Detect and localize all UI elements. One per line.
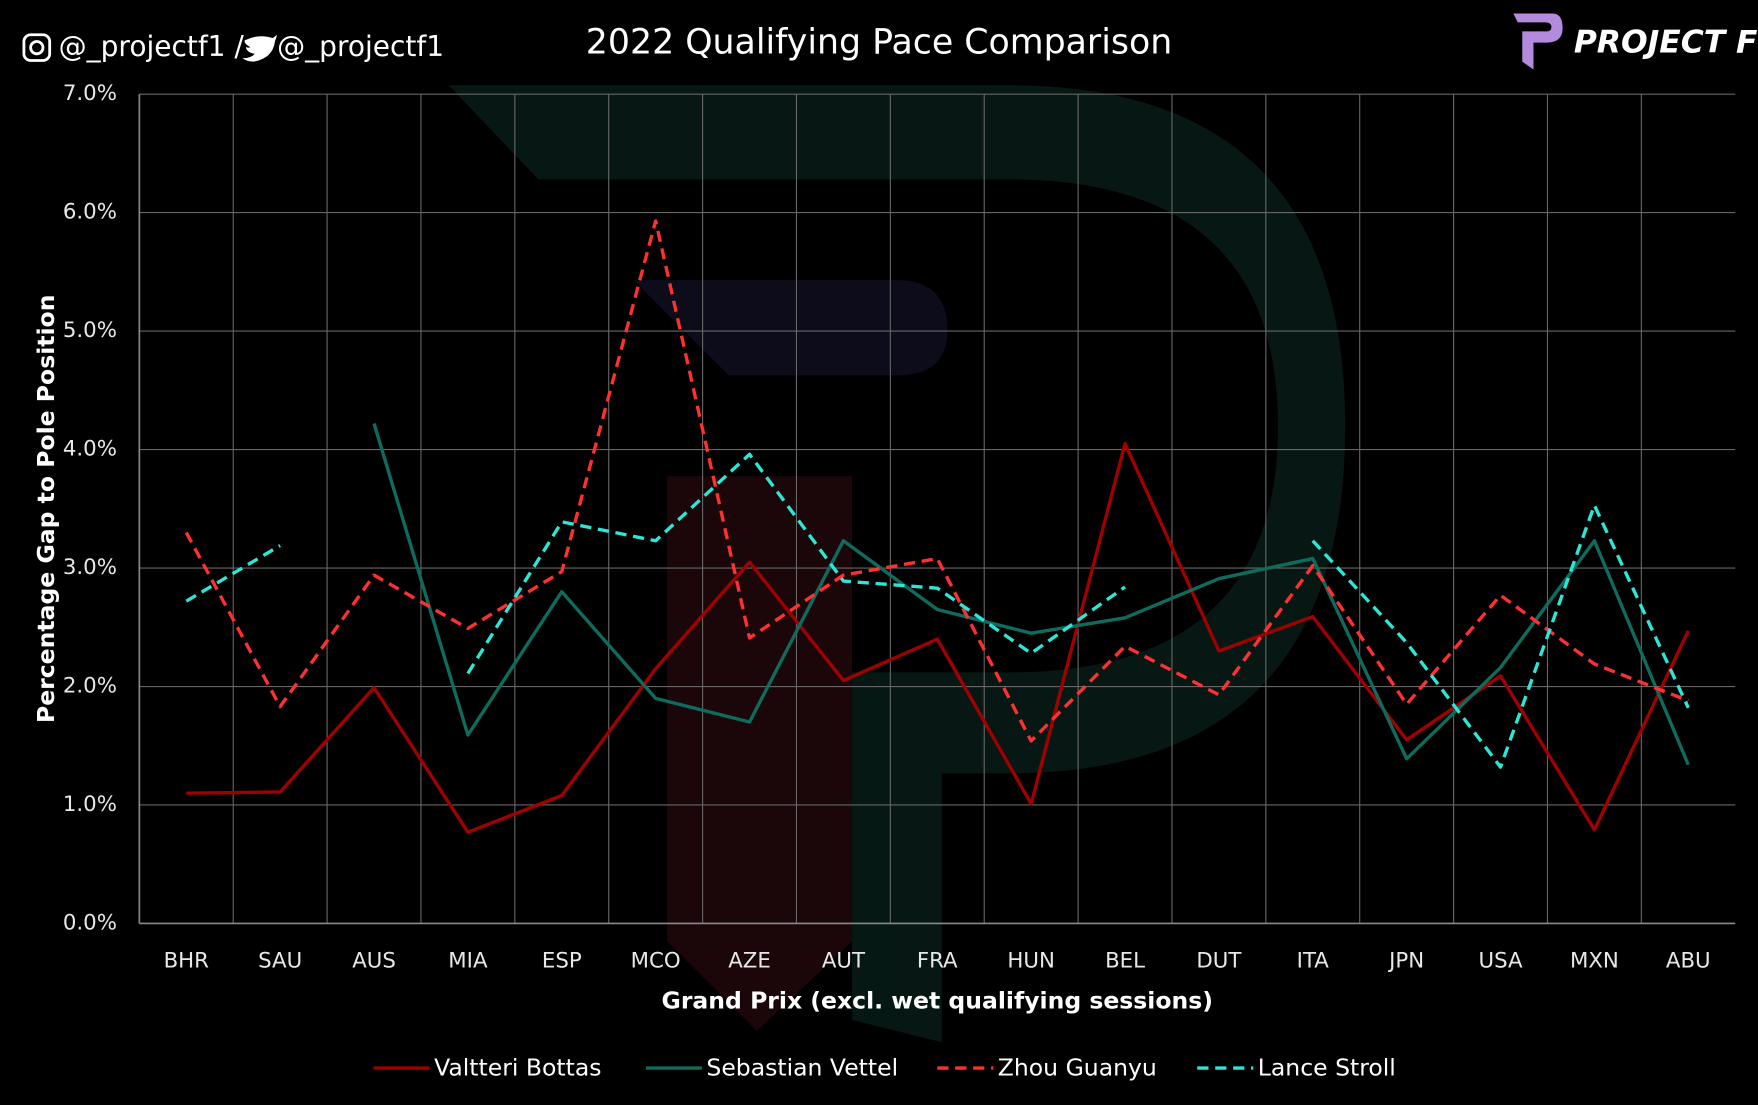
instagram-icon-lens — [29, 40, 45, 56]
x-tick-label: USA — [1478, 949, 1522, 974]
legend-label: Lance Stroll — [1258, 1054, 1396, 1082]
twitter-icon — [242, 34, 278, 62]
x-tick-label: ITA — [1297, 949, 1330, 974]
x-tick-label: MCO — [631, 949, 681, 974]
x-tick-label: MIA — [448, 949, 488, 974]
legend-label: Valtteri Bottas — [434, 1054, 601, 1082]
y-tick-label: 1.0% — [63, 792, 117, 817]
x-tick-label: HUN — [1007, 949, 1055, 974]
legend-label: Zhou Guanyu — [998, 1054, 1157, 1082]
y-tick-label: 7.0% — [63, 81, 117, 106]
instagram-icon — [22, 33, 52, 62]
x-tick-label: DUT — [1196, 949, 1242, 974]
x-tick-label: ABU — [1666, 949, 1711, 974]
y-tick-label: 0.0% — [63, 910, 117, 935]
x-tick-label: JPN — [1387, 949, 1424, 974]
twitter-handle: @_projectf1 — [277, 30, 444, 63]
legend-label: Sebastian Vettel — [706, 1054, 898, 1082]
x-tick-label: AUT — [822, 949, 866, 974]
y-tick-label: 5.0% — [63, 318, 117, 343]
x-tick-label: FRA — [917, 949, 958, 974]
chart-title: 2022 Qualifying Pace Comparison — [586, 23, 1172, 63]
brand-name: PROJECT F1 — [1574, 25, 1758, 61]
x-tick-label: SAU — [258, 949, 302, 974]
brand-logo — [1513, 13, 1563, 70]
series-line — [185, 452, 1690, 769]
y-axis-label: Percentage Gap to Pole Position — [32, 295, 60, 724]
instagram-handle: @_projectf1 / — [59, 30, 245, 63]
x-tick-label: AUS — [352, 949, 396, 974]
x-axis-label: Grand Prix (excl. wet qualifying session… — [662, 986, 1213, 1014]
brand-mark — [1513, 13, 1563, 70]
x-tick-label: BHR — [164, 949, 210, 974]
series-line — [372, 423, 1690, 766]
series-line — [184, 219, 1689, 743]
x-tick-label: MXN — [1570, 949, 1619, 974]
social-icons — [22, 33, 278, 62]
x-tick-label: BEL — [1105, 949, 1145, 974]
y-tick-label: 6.0% — [63, 200, 117, 225]
y-tick-label: 2.0% — [63, 674, 117, 699]
y-tick-label: 4.0% — [63, 437, 117, 462]
y-tick-label: 3.0% — [63, 555, 117, 580]
x-tick-label: AZE — [728, 949, 771, 974]
x-tick-label: ESP — [542, 949, 582, 974]
series-line — [186, 441, 1690, 834]
